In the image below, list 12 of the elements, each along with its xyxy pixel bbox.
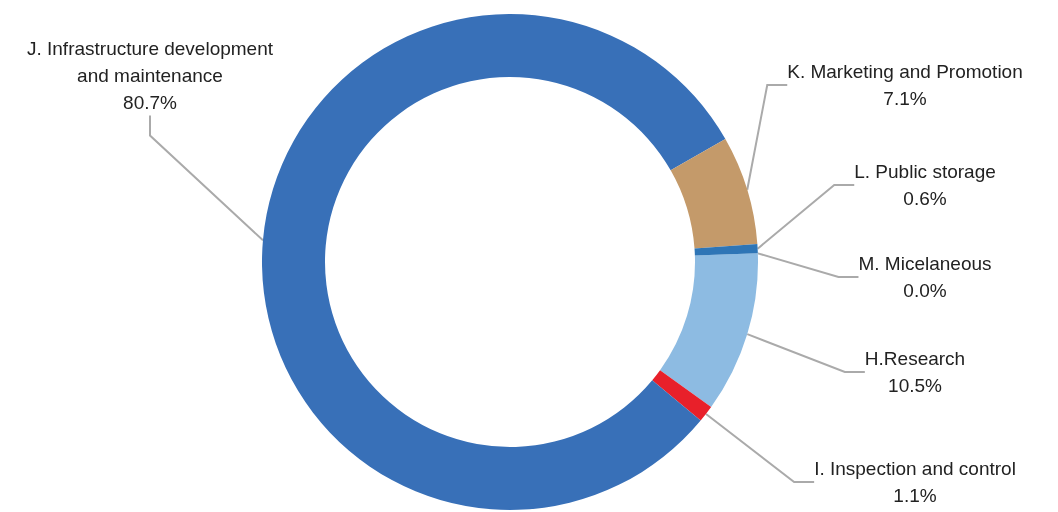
slice-label: K. Marketing and Promotion — [787, 61, 1023, 82]
slice-label: H.Research — [864, 348, 966, 369]
slice-label: J. Infrastructure development and maintenance — [26, 37, 274, 86]
text: 0.0% — [903, 280, 947, 301]
data-label: 80.7% — [123, 91, 178, 113]
data-label: 7.1% — [883, 88, 927, 109]
data-label: 10.5% — [888, 375, 943, 396]
category-label: M. Micelaneous — [858, 253, 992, 274]
data-label: 0.6% — [903, 188, 947, 209]
data-label: 1.1% — [893, 485, 937, 506]
slice-label: L. Public storage — [854, 161, 996, 182]
slice-label: I. Inspection and control — [814, 458, 1016, 479]
